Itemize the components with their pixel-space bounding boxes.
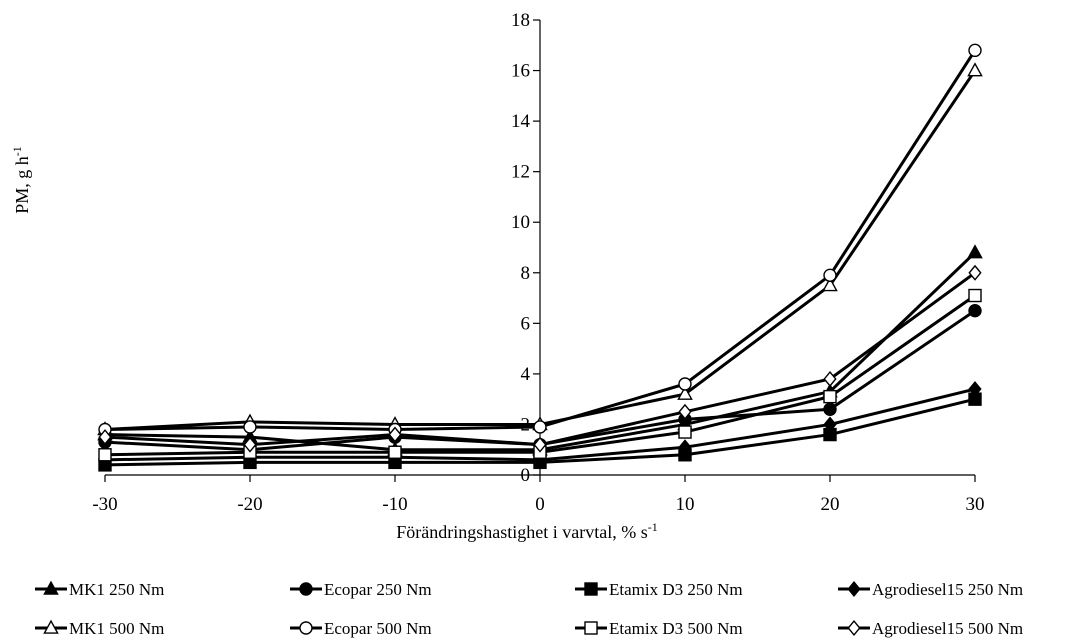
legend-label: Ecopar 250 Nm <box>324 580 432 599</box>
data-point <box>968 43 982 58</box>
data-point <box>823 416 837 433</box>
legend-item: Agrodiesel15 250 Nm <box>838 580 1023 599</box>
legend-marker <box>584 582 598 596</box>
data-point <box>677 385 693 400</box>
legend-label: Agrodiesel15 250 Nm <box>872 580 1023 599</box>
legend-marker <box>847 581 861 597</box>
y-tick-label: 16 <box>511 61 530 82</box>
legend-marker <box>299 621 313 635</box>
data-point <box>243 436 257 453</box>
data-point <box>967 244 983 259</box>
x-axis-title-sup: -1 <box>648 520 658 534</box>
data-point <box>822 277 838 292</box>
y-axis-title-sup: -1 <box>10 146 24 156</box>
data-point <box>243 420 257 434</box>
legend-item: MK1 500 Nm <box>35 619 164 638</box>
data-point <box>678 439 692 456</box>
data-point <box>823 389 837 404</box>
data-point <box>968 303 982 318</box>
data-point <box>678 425 692 439</box>
y-tick-label: 6 <box>521 313 531 334</box>
x-tick-label: 30 <box>966 494 985 515</box>
x-tick-label: 10 <box>676 494 695 515</box>
x-tick-label: 20 <box>821 494 840 515</box>
legend-label: Agrodiesel15 500 Nm <box>872 619 1023 638</box>
data-point <box>678 377 692 391</box>
y-tick-label: 0 <box>521 465 531 486</box>
y-tick-label: 8 <box>521 263 531 284</box>
data-point <box>98 448 112 462</box>
y-tick-label: 4 <box>521 364 531 385</box>
legend-marker <box>847 620 861 636</box>
data-point <box>968 288 982 303</box>
data-point <box>967 62 983 77</box>
data-point <box>98 429 112 446</box>
legend-item: Etamix D3 500 Nm <box>575 619 743 638</box>
y-tick-label: 12 <box>511 162 530 183</box>
data-point <box>678 403 692 420</box>
legend-marker <box>584 621 598 635</box>
y-tick-label: 14 <box>511 111 531 132</box>
x-tick-label: -30 <box>92 494 117 515</box>
legend-item: Ecopar 250 Nm <box>290 580 432 599</box>
y-tick-label: 10 <box>511 212 530 233</box>
x-tick-label: -20 <box>237 494 262 515</box>
y-axis-title: PM, g h-1 <box>10 146 32 214</box>
legend-marker <box>43 619 59 634</box>
legend-marker <box>299 582 313 596</box>
legend: MK1 250 Nm Ecopar 250 Nm Etamix D3 250 Nm A… <box>35 580 1023 638</box>
series-layer <box>97 43 983 472</box>
legend-label: MK1 250 Nm <box>69 580 164 599</box>
y-tick-label: 18 <box>511 10 530 31</box>
data-point <box>388 426 402 443</box>
data-point <box>968 381 982 398</box>
data-point <box>823 268 837 283</box>
data-point <box>823 402 837 416</box>
legend-item: Ecopar 500 Nm <box>290 619 432 638</box>
y-axis-title-main: PM, g h <box>12 156 32 214</box>
x-axis-title: Förändringshastighet i varvtal, % s-1 <box>396 520 657 542</box>
legend-label: Etamix D3 250 Nm <box>609 580 743 599</box>
legend-label: Ecopar 500 Nm <box>324 619 432 638</box>
data-point <box>388 445 402 459</box>
legend-item: MK1 250 Nm <box>35 580 164 599</box>
legend-marker <box>43 580 59 595</box>
x-tick-label: 0 <box>535 494 545 515</box>
series-agrodiesel15-500-nm <box>98 264 982 453</box>
legend-item: Agrodiesel15 500 Nm <box>838 619 1023 638</box>
legend-label: MK1 500 Nm <box>69 619 164 638</box>
data-point <box>533 436 547 453</box>
legend-item: Etamix D3 250 Nm <box>575 580 743 599</box>
data-point <box>533 420 547 434</box>
x-axis-title-main: Förändringshastighet i varvtal, % s <box>396 522 647 542</box>
data-point <box>823 370 837 387</box>
x-tick-label: -10 <box>382 494 407 515</box>
legend-label: Etamix D3 500 Nm <box>609 619 743 638</box>
data-point <box>968 264 982 281</box>
